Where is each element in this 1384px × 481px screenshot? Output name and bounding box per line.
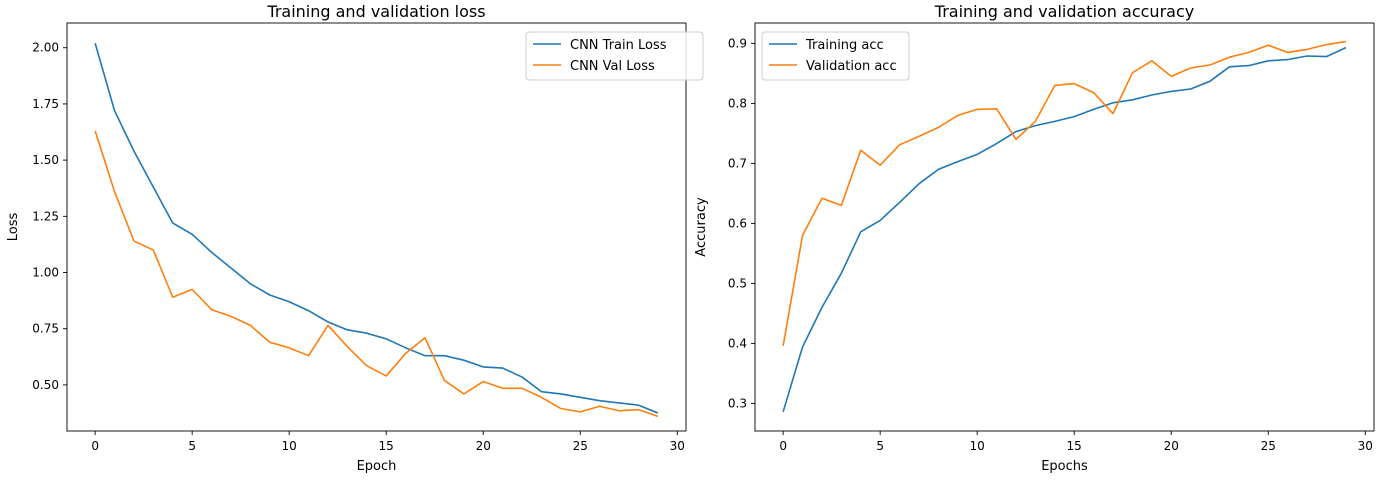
x-axis-label: Epochs [1041,459,1088,474]
legend-frame [525,31,704,81]
x-tick-label: 15 [1067,439,1082,453]
x-tick-label: 0 [779,439,787,453]
chart-title: Training and validation accuracy [934,2,1194,21]
legend-frame [761,31,910,81]
series-line-0 [94,43,659,414]
y-tick-label: 0.9 [728,36,747,50]
y-tick-label: 0.75 [32,322,59,336]
legend-label: Validation acc [806,59,897,74]
y-tick-label: 0.4 [728,336,747,350]
y-tick-label: 0.5 [728,276,747,290]
x-tick-label: 10 [970,439,985,453]
x-axis-label: Epoch [357,459,397,474]
x-tick-label: 0 [91,439,99,453]
y-tick-label: 0.3 [728,396,747,410]
legend-label: CNN Val Loss [570,59,655,74]
y-tick-label: 0.50 [32,378,59,392]
y-tick-label: 2.00 [32,41,59,55]
y-tick-label: 1.00 [32,266,59,280]
legend: Training acc Validation acc [761,31,910,81]
x-tick-label: 5 [188,439,196,453]
accuracy-chart: 0 5 10 15 20 25 30 0.3 0.4 0.5 0.6 0.7 0.8 0.9 Trainin… [694,2,1375,474]
y-tick-label: 1.75 [32,97,59,111]
series-line-1 [782,40,1346,346]
x-tick-label: 30 [670,439,685,453]
y-tick-label: 1.50 [32,153,59,167]
x-tick-label: 10 [282,439,297,453]
y-tick-label: 0.6 [728,216,747,230]
x-tick-label: 20 [1164,439,1179,453]
y-axis-label: Accuracy [694,197,709,257]
x-tick-label: 20 [476,439,491,453]
chart-title: Training and validation loss [266,2,485,21]
plot-frame [754,22,1375,432]
loss-chart: 0 5 10 15 20 25 30 0.50 0.75 1.00 1.25 1.50 1.75 2.00… [6,2,704,474]
series-line-0 [782,46,1347,413]
x-tick-label: 5 [876,439,884,453]
y-axis-label: Loss [6,213,21,242]
plot-frame [66,22,687,432]
y-tick-label: 0.8 [728,96,747,110]
y-tick-label: 0.7 [728,156,747,170]
legend-label: CNN Train Loss [570,38,667,53]
x-tick-label: 15 [379,439,394,453]
x-tick-label: 25 [573,439,588,453]
legend: CNN Train Loss CNN Val Loss [525,31,704,81]
series-line-1 [94,130,659,418]
x-tick-label: 30 [1358,439,1373,453]
legend-label: Training acc [805,38,884,53]
x-tick-label: 25 [1261,439,1276,453]
y-tick-label: 1.25 [32,209,59,223]
